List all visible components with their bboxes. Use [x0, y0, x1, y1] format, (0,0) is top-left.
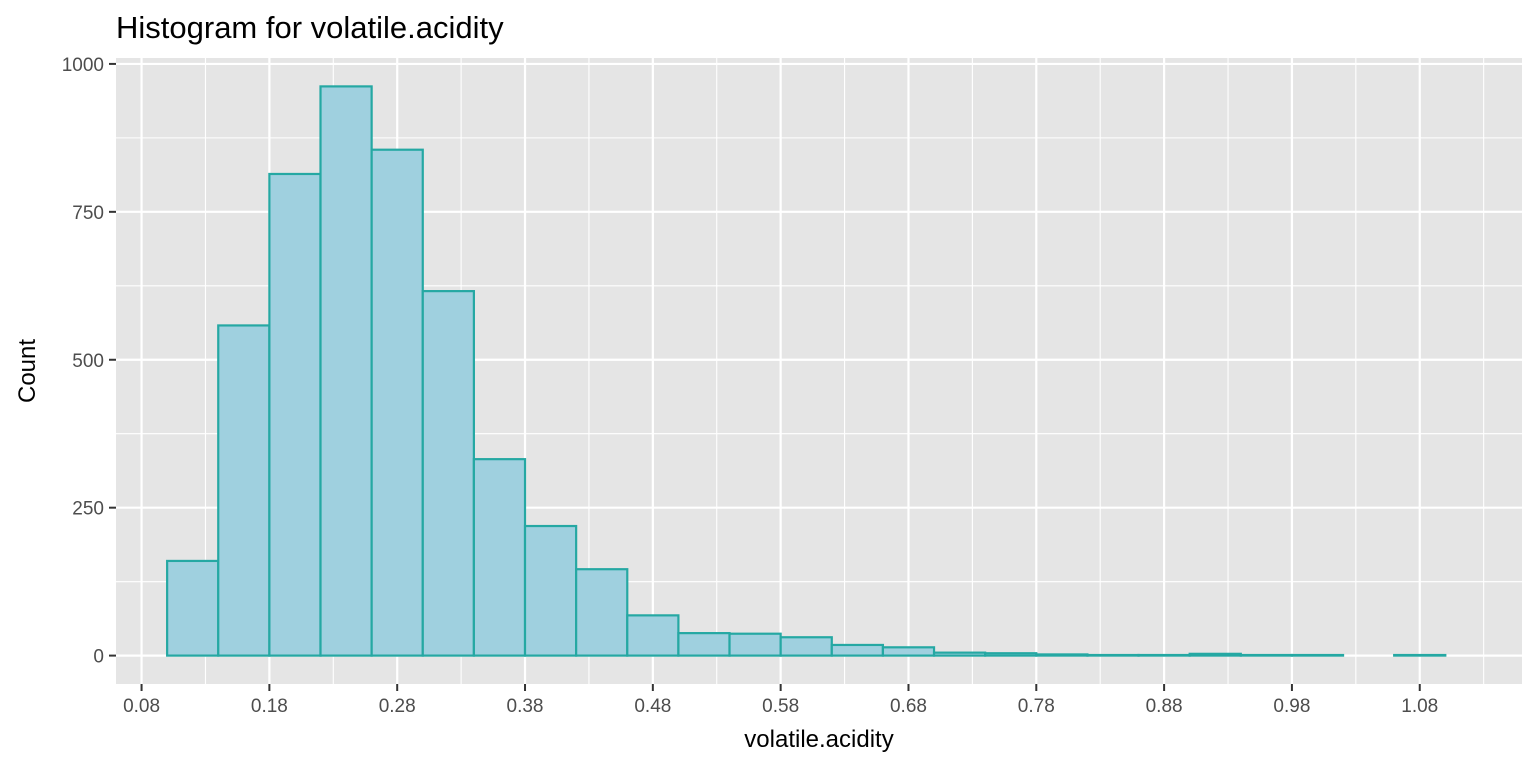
histogram-bar	[268, 172, 322, 657]
histogram-bar	[1188, 652, 1242, 657]
x-tick-label: 1.08	[1401, 696, 1438, 717]
histogram-bar	[166, 559, 220, 657]
histogram-bar	[728, 632, 782, 657]
histogram-bar	[626, 614, 680, 657]
y-tick-label: 1000	[62, 55, 104, 76]
x-axis-title: volatile.acidity	[744, 726, 893, 753]
x-tick-label: 0.38	[507, 696, 544, 717]
chart-title: Histogram for volatile.acidity	[116, 10, 504, 45]
x-tick-label: 0.08	[123, 696, 160, 717]
histogram-bar	[370, 148, 424, 657]
histogram-bar	[932, 651, 987, 657]
y-tick-label: 750	[72, 203, 104, 224]
histogram-bar	[1393, 653, 1447, 657]
histogram-bar	[1086, 653, 1140, 657]
y-tick-label: 250	[72, 499, 104, 520]
x-tick-label: 0.78	[1018, 696, 1055, 717]
histogram-bar	[830, 643, 885, 657]
x-tick-label: 0.98	[1273, 696, 1310, 717]
histogram-bar	[421, 290, 475, 657]
histogram-bar	[319, 85, 373, 657]
y-tick-label: 0	[93, 647, 104, 668]
histogram-bar	[217, 324, 271, 657]
x-tick-label: 0.28	[379, 696, 416, 717]
histogram-bar	[1137, 653, 1191, 657]
histogram-bar	[1290, 653, 1345, 657]
x-axis: 0.08 0.18 0.28 0.38 0.48 0.58 0.68 0.78 0.88 0.98…	[123, 684, 1438, 717]
y-tick-label: 500	[72, 351, 104, 372]
histogram-bar	[575, 568, 629, 657]
histogram-bar	[779, 636, 833, 657]
histogram-bar	[984, 652, 1038, 657]
histogram-bar	[523, 524, 578, 657]
histogram-bars	[166, 85, 1447, 657]
x-tick-label: 0.68	[890, 696, 927, 717]
histogram-bar	[677, 632, 731, 657]
x-tick-label: 0.18	[251, 696, 288, 717]
histogram-bar	[472, 458, 527, 657]
histogram-bar	[1239, 653, 1294, 657]
x-tick-label: 0.88	[1146, 696, 1183, 717]
y-axis: 0 250 500 750 1000	[62, 55, 116, 668]
histogram-bar	[881, 646, 936, 657]
histogram-bar	[1035, 653, 1089, 657]
y-axis-title: Count	[14, 339, 41, 403]
x-tick-label: 0.58	[762, 696, 799, 717]
x-tick-label: 0.48	[634, 696, 671, 717]
